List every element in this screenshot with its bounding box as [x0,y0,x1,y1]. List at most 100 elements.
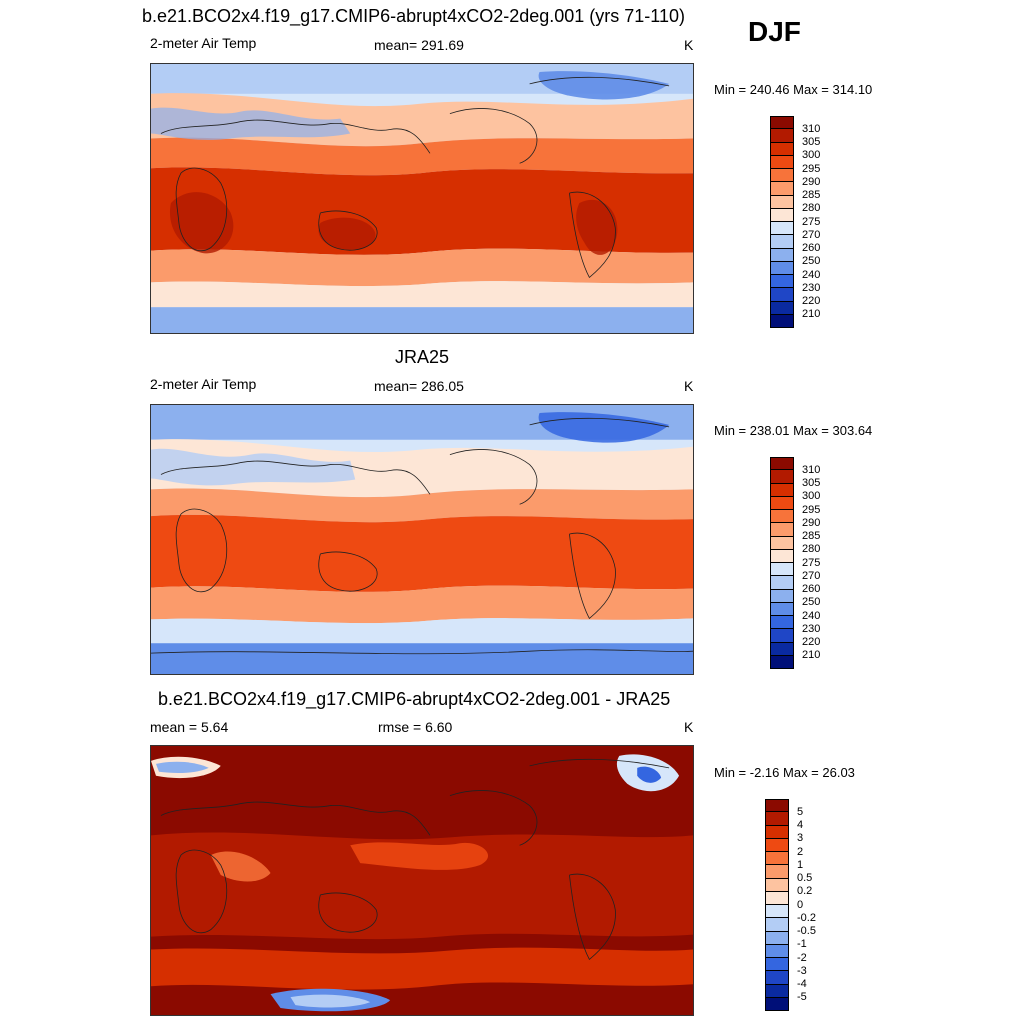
panel-3-mean-label: mean = 5.64 [150,719,229,735]
colorbar-tick-label: 305 [802,136,821,148]
colorbar-tick-label: 0.5 [797,872,813,884]
colorbar-tick-label: 310 [802,122,821,135]
colorbar-tick-label: 230 [802,622,821,635]
colorbar-tick-label: -1 [797,938,807,951]
colorbar-tick-label: 290 [802,175,821,188]
colorbar-tick-label: -2 [797,951,807,964]
colorbar-box [770,288,794,302]
colorbar-tick-label: 290 [802,516,821,529]
colorbar-box [765,997,789,1011]
colorbar-tick-label: 220 [802,636,821,648]
panel-3-rmse-label: rmse = 6.60 [378,719,453,735]
panel-2-map [150,404,694,675]
colorbar-box [770,655,794,669]
colorbar-box [770,169,794,183]
colorbar-box [770,523,794,537]
colorbar-box [765,958,789,972]
colorbar-box [765,865,789,879]
colorbar-tick-label: -0.5 [797,925,816,937]
colorbar-tick-label: 275 [802,556,821,569]
colorbar-box [770,142,794,156]
colorbar-box [770,116,794,130]
colorbar-tick-label: 270 [802,569,821,582]
colorbar-box [770,496,794,510]
panel-2-variable-label: 2-meter Air Temp [150,376,257,392]
panel-1-title: b.e21.BCO2x4.f19_g17.CMIP6-abrupt4xCO2-2… [142,6,685,26]
colorbar-tick-label: 275 [802,215,821,228]
colorbar-box [770,629,794,643]
panel-3-units-label: K [684,719,694,735]
colorbar-box [765,891,789,905]
colorbar-box [770,235,794,249]
panel-1-colorbar: 310 305 300 295 290 285 280 275 270 260 250 240 230 2… [770,116,830,328]
colorbar-tick-label: 210 [802,308,821,321]
panel-2-mean-label: mean= 286.05 [374,378,464,394]
colorbar-tick-label: 1 [797,858,804,871]
colorbar-box [770,222,794,236]
panel-3-minmax: Min = -2.16 Max = 26.03 [714,765,855,780]
colorbar-box [770,536,794,550]
season-label: DJF [748,16,801,47]
colorbar-tick-label: 285 [802,189,821,201]
colorbar-box [765,852,789,866]
panel-1-variable-label: 2-meter Air Temp [150,35,257,51]
colorbar-box [765,825,789,839]
colorbar-tick-label: 260 [802,242,821,254]
panel-1-mean-label: mean= 291.69 [374,37,464,53]
colorbar-tick-label: 280 [802,543,821,556]
colorbar-tick-label: 4 [797,819,804,831]
colorbar-box [770,510,794,524]
colorbar-tick-label: 260 [802,583,821,595]
panel-1-minmax: Min = 240.46 Max = 314.10 [714,82,873,97]
colorbar-box [770,576,794,590]
colorbar-tick-label: 240 [802,609,821,622]
colorbar-tick-label: 310 [802,463,821,476]
panel-2-title: JRA25 [395,347,450,367]
colorbar-tick-label: 2 [797,845,804,858]
colorbar-tick-label: 300 [802,149,821,162]
colorbar-tick-label: 0 [797,898,804,911]
colorbar-tick-label: 220 [802,295,821,307]
panel-1-map [150,63,694,334]
colorbar-box [765,878,789,892]
colorbar-box [765,944,789,958]
colorbar-box [770,549,794,563]
colorbar-box [770,563,794,577]
panel-1-map-field [151,64,693,333]
colorbar-box [765,812,789,826]
colorbar-box [770,314,794,328]
colorbar-tick-label: 240 [802,268,821,281]
colorbar-tick-label: 0.2 [797,885,813,898]
colorbar-box [765,931,789,945]
colorbar-box [770,129,794,143]
colorbar-tick-label: 3 [797,832,804,845]
panel-3-map-field [151,746,693,1015]
colorbar-box [770,589,794,603]
colorbar-tick-label: 280 [802,202,821,215]
colorbar-tick-label: 250 [802,255,821,268]
colorbar-box [770,470,794,484]
colorbar-box [770,182,794,196]
colorbar-tick-label: 250 [802,596,821,609]
panel-3-map [150,745,694,1016]
colorbar-box [765,838,789,852]
colorbar-tick-label: 300 [802,490,821,503]
colorbar-box [770,616,794,630]
colorbar-tick-label: 230 [802,281,821,294]
colorbar-box [765,984,789,998]
colorbar-box [765,918,789,932]
colorbar-tick-label: -5 [797,991,807,1004]
colorbar-tick-label: 285 [802,530,821,542]
colorbar-box [770,248,794,262]
panel-2-minmax: Min = 238.01 Max = 303.64 [714,423,873,438]
colorbar-tick-label: 5 [797,805,804,818]
panel-2-colorbar: 310 305 300 295 290 285 280 275 270 260 250 240 230 2… [770,457,830,669]
colorbar-box [770,457,794,471]
colorbar-box [765,799,789,813]
colorbar-box [770,301,794,315]
colorbar-box [770,642,794,656]
panel-2-units-label: K [684,378,694,394]
panel-3-colorbar: 5 4 3 2 1 0.5 0.2 0 -0.2 -0.5 -1 -2 -3 -4 -5 [765,799,825,1011]
colorbar-tick-label: -3 [797,964,807,977]
colorbar-tick-label: 295 [802,162,821,175]
